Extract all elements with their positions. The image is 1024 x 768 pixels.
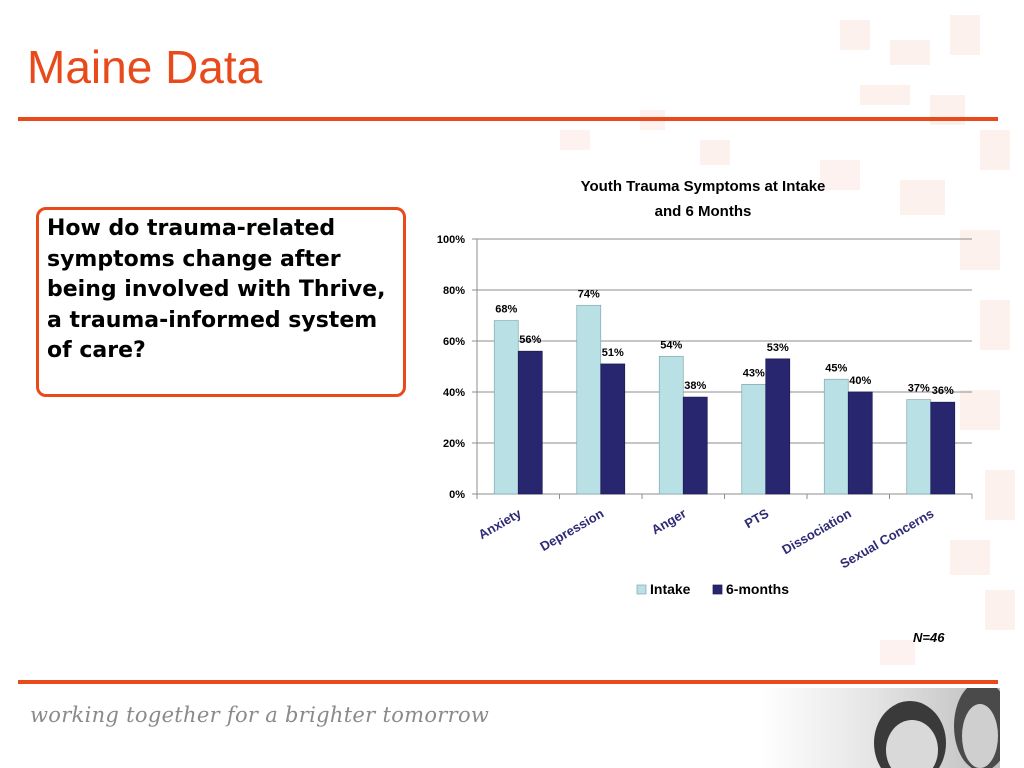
data-label-0-4: 45%	[825, 362, 847, 374]
top-divider	[18, 117, 998, 121]
chart-title-line-1: and 6 Months	[655, 203, 752, 220]
x-tick-label-0: Anxiety	[476, 505, 525, 542]
legend-label-0: Intake	[650, 581, 691, 597]
slide-title: Maine Data	[27, 41, 263, 93]
bar-intake-2	[658, 355, 684, 495]
data-label-0-3: 43%	[743, 367, 765, 379]
sample-size-label: N=46	[913, 630, 945, 645]
bar-6-months-1	[600, 363, 626, 495]
y-tick-label-4: 80%	[443, 285, 465, 297]
legend-label-1: 6-months	[726, 581, 789, 597]
data-label-1-4: 40%	[849, 375, 871, 387]
data-label-1-0: 56%	[519, 334, 541, 346]
y-tick-label-5: 100%	[437, 234, 465, 246]
legend-swatch-1	[712, 584, 723, 595]
data-label-1-2: 38%	[684, 380, 706, 392]
bar-intake-4	[823, 378, 849, 495]
bar-6-months-2	[682, 396, 708, 495]
bar-intake-3	[741, 384, 767, 495]
x-tick-label-4: Dissociation	[779, 506, 853, 558]
bar-6-months-5	[930, 401, 956, 495]
y-tick-label-2: 40%	[443, 387, 465, 399]
bar-6-months-0	[517, 350, 543, 495]
question-text: How do trauma-related symptoms change af…	[47, 216, 386, 363]
tagline: working together for a brighter tomorrow	[30, 703, 490, 727]
bar-6-months-4	[847, 391, 873, 495]
data-label-1-5: 36%	[932, 385, 954, 397]
family-photo	[760, 688, 1000, 768]
bar-intake-0	[493, 320, 519, 495]
bottom-divider	[18, 680, 998, 684]
y-tick-label-1: 20%	[443, 438, 465, 450]
data-label-0-5: 37%	[908, 383, 930, 395]
x-tick-label-3: PTS	[742, 505, 772, 531]
x-tick-label-1: Depression	[537, 506, 606, 554]
bar-intake-5	[906, 399, 932, 495]
bar-intake-1	[576, 304, 602, 495]
question-box: How do trauma-related symptoms change af…	[36, 207, 406, 397]
bar-6-months-3	[765, 358, 791, 495]
data-label-1-1: 51%	[602, 347, 624, 359]
chart-title-line-0: Youth Trauma Symptoms at Intake	[581, 178, 826, 195]
data-label-1-3: 53%	[767, 342, 789, 354]
data-label-0-1: 74%	[578, 288, 600, 300]
bar-chart: Youth Trauma Symptoms at Intake and 6 Mon…	[437, 178, 973, 597]
x-tick-label-2: Anger	[649, 506, 689, 538]
x-tick-label-5: Sexual Concerns	[837, 506, 936, 572]
y-tick-label-0: 0%	[449, 489, 465, 501]
data-label-0-2: 54%	[660, 339, 682, 351]
y-tick-label-3: 60%	[443, 336, 465, 348]
data-label-0-0: 68%	[495, 304, 517, 316]
legend-swatch-0	[636, 584, 647, 595]
